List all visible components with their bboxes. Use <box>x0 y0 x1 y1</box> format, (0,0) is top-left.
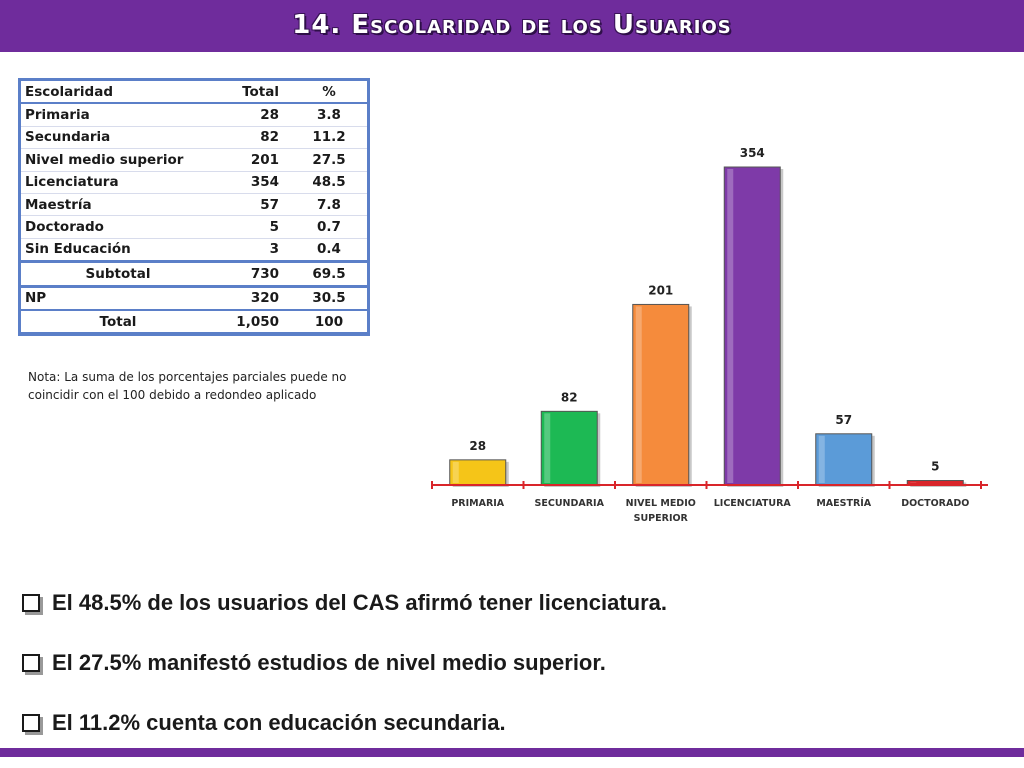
total-label: Total <box>18 308 215 337</box>
np-label: NP <box>18 286 215 311</box>
x-tick-label: LICENCIATURA <box>714 498 792 509</box>
np-total: 320 <box>215 286 291 311</box>
row-label: Licenciatura <box>18 171 215 194</box>
row-label: Nivel medio superior <box>18 148 215 172</box>
table-row: Licenciatura 354 48.5 <box>18 171 370 194</box>
header-bar <box>0 0 1024 52</box>
bar-highlight <box>452 461 459 483</box>
table-header-row: Escolaridad Total % <box>18 78 370 105</box>
row-total: 28 <box>215 103 291 127</box>
table-header-cell: Total <box>215 78 291 105</box>
subtotal-percent: 69.5 <box>291 260 370 288</box>
row-total: 3 <box>215 238 291 263</box>
rounding-note: Nota: La suma de los porcentajes parcial… <box>28 370 347 402</box>
footer-bar <box>0 748 1024 757</box>
bullet-item: El 11.2% cuenta con educación secundaria… <box>22 706 506 740</box>
total-percent: 100 <box>291 308 370 337</box>
bar-value-label: 28 <box>469 439 486 453</box>
x-tick-label: DOCTORADO <box>901 498 969 509</box>
bar-value-label: 354 <box>740 146 765 160</box>
row-total: 354 <box>215 171 291 194</box>
np-row: NP 320 30.5 <box>18 286 370 311</box>
row-percent: 11.2 <box>291 126 370 150</box>
row-label: Sin Educación <box>18 238 215 263</box>
row-total: 201 <box>215 148 291 172</box>
bar-highlight <box>818 435 825 483</box>
row-label: Maestría <box>18 193 215 217</box>
row-label: Doctorado <box>18 215 215 239</box>
row-percent: 7.8 <box>291 193 370 217</box>
table-row: Doctorado 5 0.7 <box>18 215 370 239</box>
table-row: Sin Educación 3 0.4 <box>18 238 370 263</box>
row-total: 5 <box>215 215 291 239</box>
subtotal-label: Subtotal <box>18 260 215 288</box>
bar-maestría <box>815 433 873 486</box>
row-percent: 0.7 <box>291 215 370 239</box>
bullet-item: El 27.5% manifestó estudios de nivel med… <box>22 646 606 680</box>
bar-highlight <box>727 169 734 483</box>
row-total: 82 <box>215 126 291 150</box>
row-label: Primaria <box>18 103 215 127</box>
checkbox-bullet-icon <box>22 654 40 672</box>
bullet-item: El 48.5% de los usuarios del CAS afirmó … <box>22 586 667 620</box>
bullet-text: El 11.2% cuenta con educación secundaria… <box>52 710 506 735</box>
checkbox-bullet-icon <box>22 714 40 732</box>
row-percent: 48.5 <box>291 171 370 194</box>
subtotal-total: 730 <box>215 260 291 288</box>
checkbox-bullet-icon <box>22 594 40 612</box>
x-tick-label: SECUNDARIA <box>535 498 605 509</box>
table-header-cell: % <box>291 78 370 105</box>
row-percent: 3.8 <box>291 103 370 127</box>
table-row: Nivel medio superior 201 27.5 <box>18 148 370 172</box>
table-row: Secundaria 82 11.2 <box>18 126 370 150</box>
row-total: 57 <box>215 193 291 217</box>
education-bar-chart: 28 82 201 354 57 5 PRIMARIA SECUNDARIA NIVEL MED… <box>431 146 988 524</box>
total-row: Total 1,050 100 <box>18 308 370 337</box>
bullet-text: El 27.5% manifestó estudios de nivel med… <box>52 650 606 675</box>
total-total: 1,050 <box>215 308 291 337</box>
bullet-text: El 48.5% de los usuarios del CAS afirmó … <box>52 590 667 615</box>
x-tick-label: MAESTRÍA <box>816 497 871 509</box>
bar-highlight <box>544 413 551 483</box>
bar-value-label: 57 <box>835 413 852 427</box>
bar-value-label: 82 <box>561 390 578 404</box>
np-percent: 30.5 <box>291 286 370 311</box>
education-table: Escolaridad Total % Primaria 28 3.8 Secu… <box>18 78 370 337</box>
bar-nivel-medio-superior <box>632 303 690 486</box>
bar-licenciatura <box>723 166 781 486</box>
subtotal-row: Subtotal 730 69.5 <box>18 260 370 288</box>
table-header-cell: Escolaridad <box>18 78 215 105</box>
row-percent: 27.5 <box>291 148 370 172</box>
bar-highlight <box>635 306 642 483</box>
bar-value-label: 5 <box>931 460 939 474</box>
table-row: Primaria 28 3.8 <box>18 103 370 127</box>
row-label: Secundaria <box>18 126 215 150</box>
slide-title: 14. Escolaridad de los Usuarios <box>292 10 732 40</box>
bar-value-label: 201 <box>648 283 673 297</box>
row-percent: 0.4 <box>291 238 370 263</box>
x-tick-label: PRIMARIA <box>451 498 504 509</box>
table-row: Maestría 57 7.8 <box>18 193 370 217</box>
x-tick-label: NIVEL MEDIO SUPERIOR <box>626 498 696 524</box>
